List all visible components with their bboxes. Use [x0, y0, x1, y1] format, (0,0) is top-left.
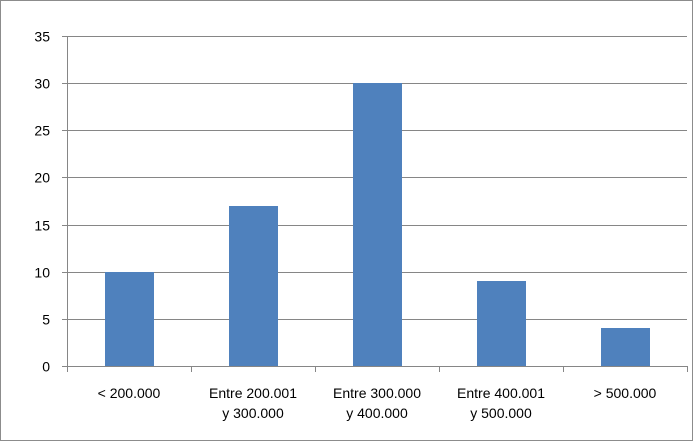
bars [105, 83, 650, 366]
x-tick-label: Entre 400.001 y 500.000 [457, 385, 545, 421]
bar-3 [353, 83, 402, 366]
y-tick-labels: 0 5 10 15 20 25 30 35 [34, 29, 50, 375]
bar-1 [105, 272, 154, 366]
x-tick-label: Entre 300.000 y 400.000 [333, 385, 421, 421]
y-tick-label: 5 [42, 312, 50, 328]
x-tick-label: > 500.000 [594, 385, 657, 401]
x-tick-labels: < 200.000 Entre 200.001 y 300.000 Entre 300… [98, 385, 657, 421]
bar-5 [601, 328, 650, 366]
y-tick-label: 35 [34, 29, 50, 45]
axes [62, 36, 688, 372]
y-tick-label: 20 [34, 170, 50, 186]
y-tick-label: 0 [42, 359, 50, 375]
y-tick-label: 15 [34, 218, 50, 234]
x-tick-label: < 200.000 [98, 385, 161, 401]
y-tick-label: 25 [34, 123, 50, 139]
x-tick-label: Entre 200.001 y 300.000 [209, 385, 297, 421]
bar-2 [229, 206, 278, 366]
bar-4 [477, 281, 526, 366]
y-tick-label: 10 [34, 265, 50, 281]
y-tick-label: 30 [34, 76, 50, 92]
